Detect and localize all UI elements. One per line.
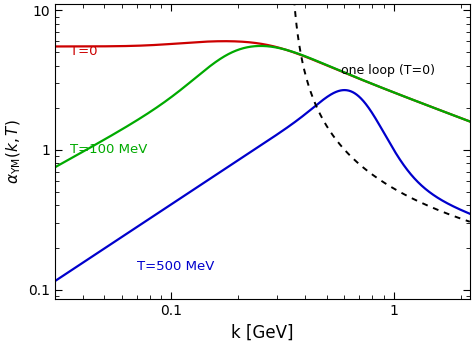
- Text: T=100 MeV: T=100 MeV: [70, 143, 147, 156]
- Text: T=500 MeV: T=500 MeV: [137, 260, 214, 273]
- Y-axis label: $\alpha_{\rm YM}(k,T)$: $\alpha_{\rm YM}(k,T)$: [4, 120, 23, 184]
- X-axis label: k [GeV]: k [GeV]: [231, 324, 294, 342]
- Text: T=0: T=0: [70, 45, 97, 58]
- Text: one loop (T=0): one loop (T=0): [341, 64, 435, 77]
